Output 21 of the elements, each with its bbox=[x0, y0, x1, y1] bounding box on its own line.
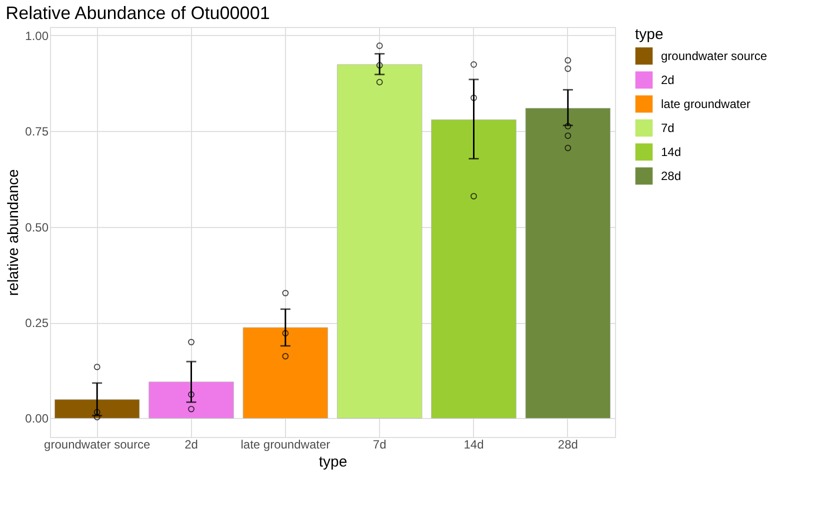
y-axis-title: relative abundance bbox=[5, 169, 22, 296]
legend-label: 14d bbox=[661, 145, 682, 159]
legend-label: 7d bbox=[661, 121, 674, 135]
x-tick-label: 2d bbox=[184, 438, 198, 452]
legend-label: 2d bbox=[661, 73, 674, 87]
y-tick-label: 0.50 bbox=[25, 220, 49, 234]
legend-label: late groundwater bbox=[661, 97, 750, 111]
y-tick-label: 0.00 bbox=[25, 412, 49, 426]
x-tick-label: 28d bbox=[558, 438, 578, 452]
x-tick-label: groundwater source bbox=[44, 438, 150, 452]
legend-title: type bbox=[635, 26, 664, 43]
legend-label: groundwater source bbox=[661, 49, 768, 63]
x-tick-label: late groundwater bbox=[240, 438, 330, 452]
x-axis-title: type bbox=[318, 454, 348, 470]
y-tick-label: 1.00 bbox=[25, 28, 49, 43]
y-tick-label: 0.25 bbox=[25, 316, 49, 330]
x-tick-label: 14d bbox=[464, 438, 484, 452]
y-tick-label: 0.75 bbox=[25, 124, 49, 139]
chart-title: Relative Abundance of Otu00001 bbox=[6, 3, 270, 23]
legend-label: 28d bbox=[661, 169, 682, 183]
x-tick-label: 7d bbox=[372, 438, 386, 452]
